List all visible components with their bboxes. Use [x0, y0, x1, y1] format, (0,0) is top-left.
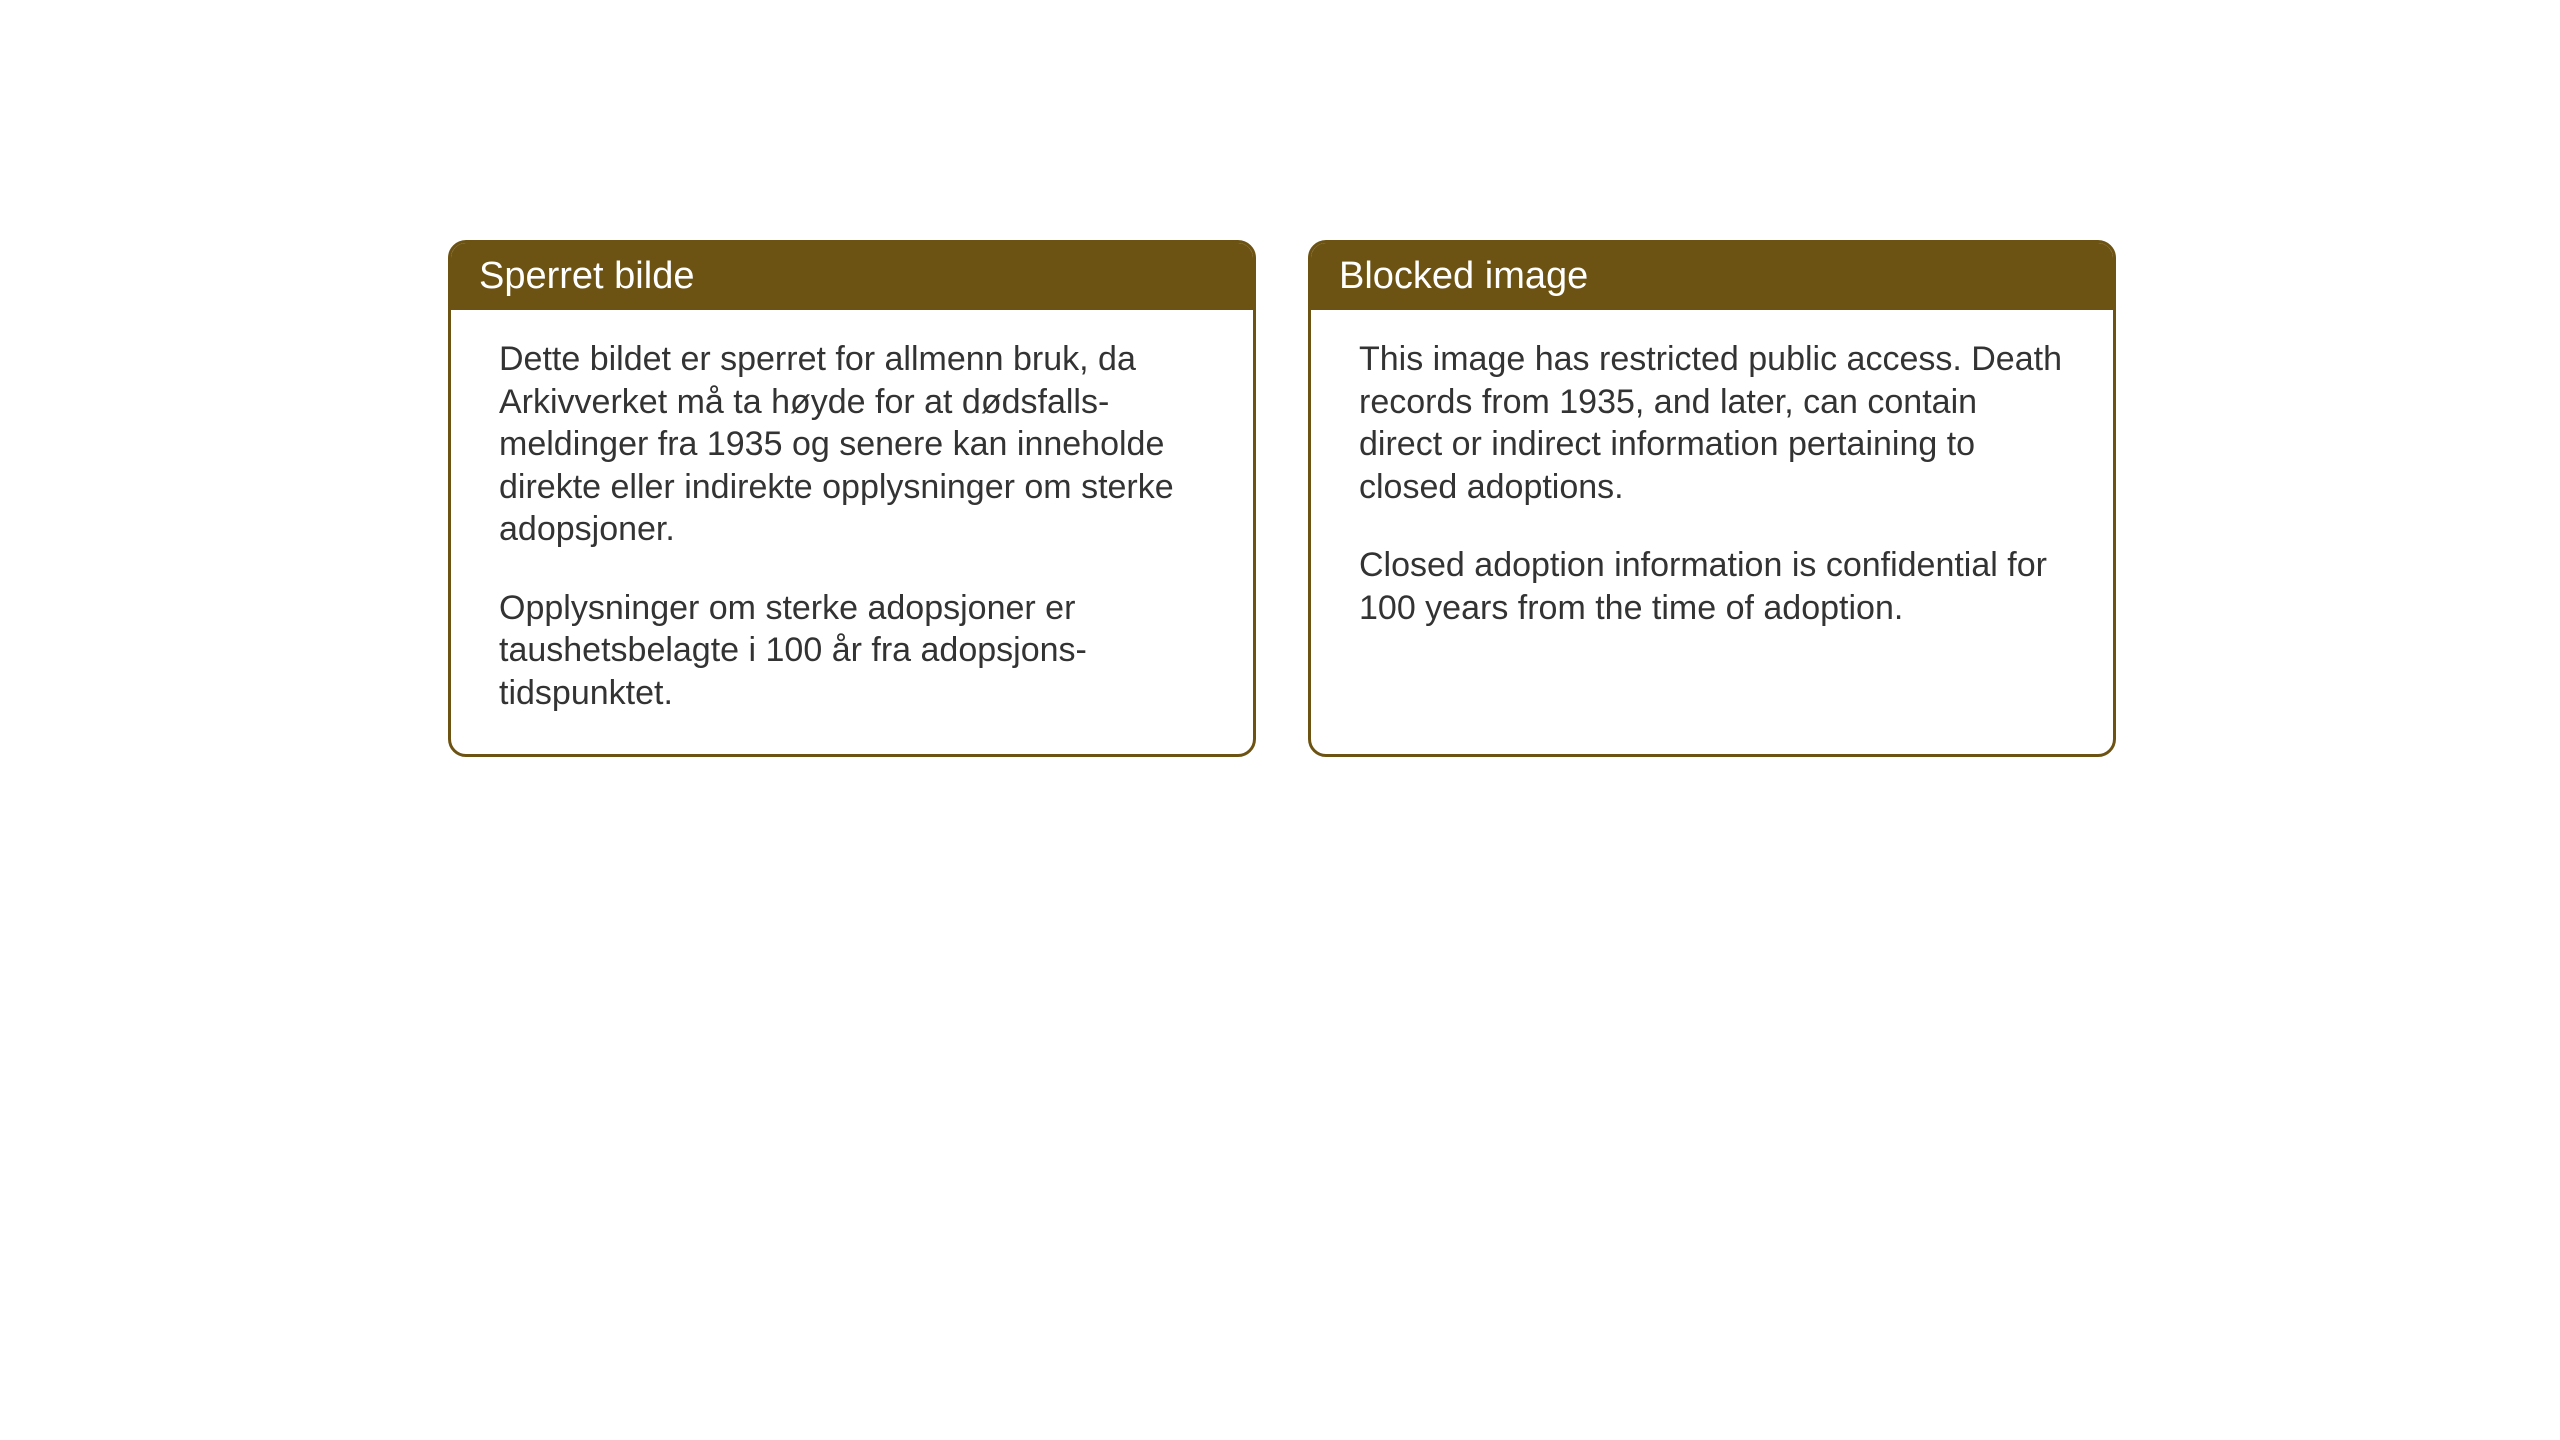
- card-title-norwegian: Sperret bilde: [479, 255, 694, 297]
- card-norwegian: Sperret bilde Dette bildet er sperret fo…: [448, 240, 1256, 757]
- card-paragraph-english-2: Closed adoption information is confident…: [1359, 544, 2065, 629]
- card-header-english: Blocked image: [1311, 243, 2113, 310]
- card-body-norwegian: Dette bildet er sperret for allmenn bruk…: [451, 310, 1253, 754]
- card-paragraph-english-1: This image has restricted public access.…: [1359, 338, 2065, 508]
- card-title-english: Blocked image: [1339, 255, 1588, 297]
- card-paragraph-norwegian-1: Dette bildet er sperret for allmenn bruk…: [499, 338, 1205, 551]
- card-paragraph-norwegian-2: Opplysninger om sterke adopsjoner er tau…: [499, 587, 1205, 715]
- card-header-norwegian: Sperret bilde: [451, 243, 1253, 310]
- card-english: Blocked image This image has restricted …: [1308, 240, 2116, 757]
- cards-container: Sperret bilde Dette bildet er sperret fo…: [0, 0, 2560, 757]
- card-body-english: This image has restricted public access.…: [1311, 310, 2113, 754]
